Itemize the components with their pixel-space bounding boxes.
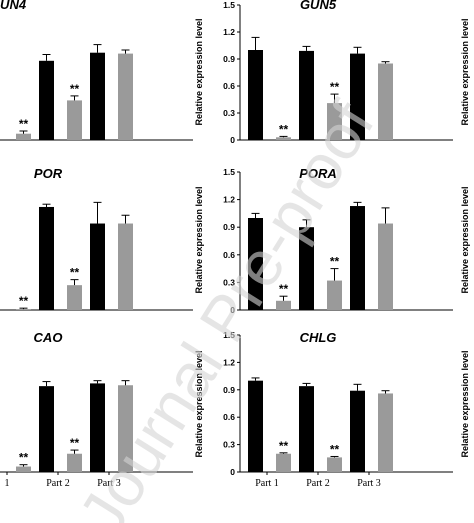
x-tick-label: Part 2: [306, 478, 330, 489]
chart-panel-cao: CAO ** 1 ** Part 2 Part 3: [0, 330, 193, 489]
bar-part-3-series-1: [350, 53, 365, 140]
significance-mark: **: [19, 451, 29, 465]
bar-part-2-series-2: [67, 285, 82, 310]
y-tick-label: 1.5: [223, 0, 235, 10]
y-tick-label: 0: [230, 135, 235, 145]
chart-title: CAO: [34, 330, 63, 345]
y-tick-label: 0.6: [223, 412, 235, 422]
chart-panel-gun4: GUN4 ** **: [0, 0, 193, 141]
bar-part-1-series-1: [248, 50, 263, 140]
y-tick-label: 0: [230, 305, 235, 315]
x-tick-label: Part 3: [357, 478, 381, 489]
bar-part-3-series-2: [378, 393, 393, 472]
y-tick-label: 0: [230, 467, 235, 477]
y-axis-label: Relative expression level: [194, 350, 204, 457]
chart-title: GUN5: [300, 0, 337, 12]
y-tick-label: 0.3: [223, 440, 235, 450]
chart-title: POR: [34, 166, 63, 181]
y-tick-label: 0.9: [223, 222, 235, 232]
y-axis-label: Relative expression level: [194, 18, 204, 125]
y-axis-label: Relative expression level: [194, 186, 204, 293]
chart-title: PORA: [299, 166, 337, 181]
bar-part-3-series-1: [350, 390, 365, 472]
y-tick-label: 0.3: [223, 277, 235, 287]
significance-mark: **: [279, 282, 289, 296]
significance-mark: **: [330, 442, 340, 456]
bar-part-1-series-2: [16, 466, 31, 472]
y-tick-label: 1.5: [223, 167, 235, 177]
chart-panels: GUN4 ** ** GUN5 0 0.3 0.6 0.9 1.2 1.5 Relative exp…: [0, 0, 470, 489]
bar-part-2-series-2: [67, 453, 82, 472]
y-tick-label: 1.5: [223, 330, 235, 340]
bar-part-2-series-1: [39, 206, 54, 310]
bar-part-1-series-2: [16, 309, 31, 310]
y-tick-label: 0.9: [223, 54, 235, 64]
y-tick-label: 1.2: [223, 195, 235, 205]
x-tick-label: Part 3: [97, 478, 121, 489]
chart-panel-por: POR ** **: [0, 166, 193, 311]
chart-panel-gun5: GUN5 0 0.3 0.6 0.9 1.2 1.5 Relative expression …: [194, 0, 453, 145]
y-tick-label: 1.2: [223, 27, 235, 37]
bar-part-2-series-2: [327, 457, 342, 472]
significance-mark: **: [70, 266, 80, 280]
bar-part-3-series-2: [118, 53, 133, 140]
bar-part-1-series-2: [276, 453, 291, 472]
bar-part-2-series-1: [39, 60, 54, 140]
significance-mark: **: [330, 80, 340, 94]
significance-mark: **: [19, 117, 29, 131]
significance-mark: **: [279, 439, 289, 453]
bar-part-3-series-1: [90, 52, 105, 141]
chart-title: GUN4: [0, 0, 27, 12]
y-axis-label: Relative expression level: [460, 186, 470, 293]
bar-part-3-series-1: [350, 206, 365, 310]
significance-mark: **: [70, 82, 80, 96]
chart-panel-chlg: CHLG 0 0.3 0.6 0.9 1.2 1.5 Relative expression …: [194, 330, 453, 489]
bar-part-2-series-1: [39, 386, 54, 472]
bar-part-3-series-2: [378, 63, 393, 140]
significance-mark: **: [70, 436, 80, 450]
bar-part-1-series-2: [276, 300, 291, 310]
bar-part-1-series-2: [16, 133, 31, 140]
significance-mark: **: [279, 122, 289, 136]
x-tick-label: 1: [5, 478, 10, 489]
bar-part-3-series-2: [118, 385, 133, 472]
y-tick-label: 0.6: [223, 250, 235, 260]
significance-mark: **: [19, 294, 29, 308]
y-tick-label: 0.3: [223, 108, 235, 118]
bar-part-2-series-2: [327, 103, 342, 140]
chart-panel-pora: PORA 0 0.3 0.6 0.9 1.2 1.5 Relative expression …: [194, 166, 453, 315]
bar-part-2-series-2: [327, 280, 342, 310]
x-tick-label: Part 2: [46, 478, 70, 489]
bar-part-1-series-1: [248, 380, 263, 472]
bar-part-3-series-1: [90, 383, 105, 472]
y-tick-label: 0.9: [223, 385, 235, 395]
bar-part-2-series-1: [299, 50, 314, 140]
y-tick-label: 1.2: [223, 357, 235, 367]
y-tick-label: 0.6: [223, 81, 235, 91]
bar-part-1-series-2: [276, 137, 291, 140]
bar-part-2-series-1: [299, 227, 314, 310]
bar-part-2-series-2: [67, 100, 82, 140]
x-tick-label: Part 1: [255, 478, 279, 489]
significance-mark: **: [330, 255, 340, 269]
y-axis-label: Relative expression level: [460, 350, 470, 457]
bar-part-3-series-1: [90, 223, 105, 310]
bar-part-1-series-1: [248, 218, 263, 310]
y-axis-label: Relative expression level: [460, 18, 470, 125]
bar-part-3-series-2: [118, 223, 133, 310]
bar-part-3-series-2: [378, 223, 393, 310]
bar-part-2-series-1: [299, 386, 314, 472]
chart-title: CHLG: [300, 330, 337, 345]
